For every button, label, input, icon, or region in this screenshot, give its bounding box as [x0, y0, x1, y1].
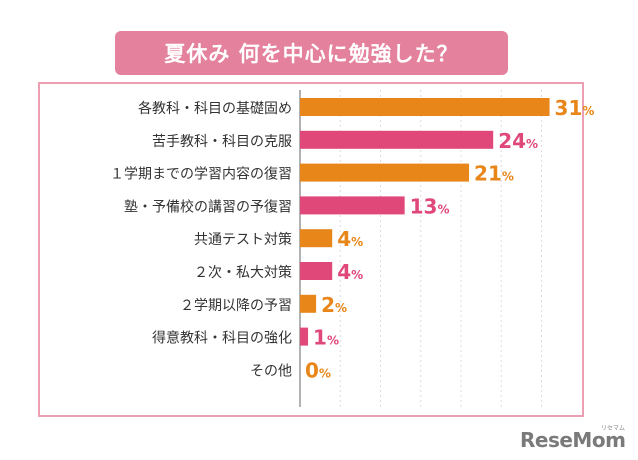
category-label: 塾・予備校の講習の予復習	[124, 198, 292, 215]
value-label: 2%	[321, 293, 347, 317]
bar	[300, 262, 333, 280]
bar	[300, 294, 317, 313]
chart-title-banner: 夏休み 何を中心に勉強した？	[115, 31, 508, 75]
resemom-logo: ReseMom	[520, 428, 626, 452]
value-label: 24%	[498, 129, 538, 153]
bar	[300, 196, 405, 215]
category-label: 得意教科・科目の強化	[152, 330, 292, 347]
value-label: 13%	[410, 194, 450, 218]
value-label: 1%	[313, 326, 339, 350]
resemom-logo-sub: リセマム	[601, 425, 626, 432]
value-label: 4%	[337, 260, 363, 284]
value-label: 31%	[555, 96, 595, 120]
category-label: 共通テスト対策	[194, 231, 292, 248]
value-label: 0%	[305, 358, 331, 382]
category-label: 各教科・科目の基礎固め	[138, 100, 292, 117]
value-label: 4%	[337, 227, 363, 251]
bar	[300, 163, 470, 182]
bar	[300, 229, 333, 248]
bar	[300, 130, 494, 149]
category-label: その他	[250, 363, 292, 379]
chart-title: 夏休み 何を中心に勉強した？	[164, 42, 459, 66]
bar	[300, 98, 550, 116]
value-label: 21%	[474, 162, 514, 186]
bar	[300, 327, 309, 346]
category-label: １学期までの学習内容の復習	[110, 166, 292, 183]
category-label: ２学期以降の予習	[180, 298, 292, 314]
category-label: ２次・私大対策	[194, 264, 292, 281]
category-label: 苦手教科・科目の克服	[152, 134, 292, 150]
